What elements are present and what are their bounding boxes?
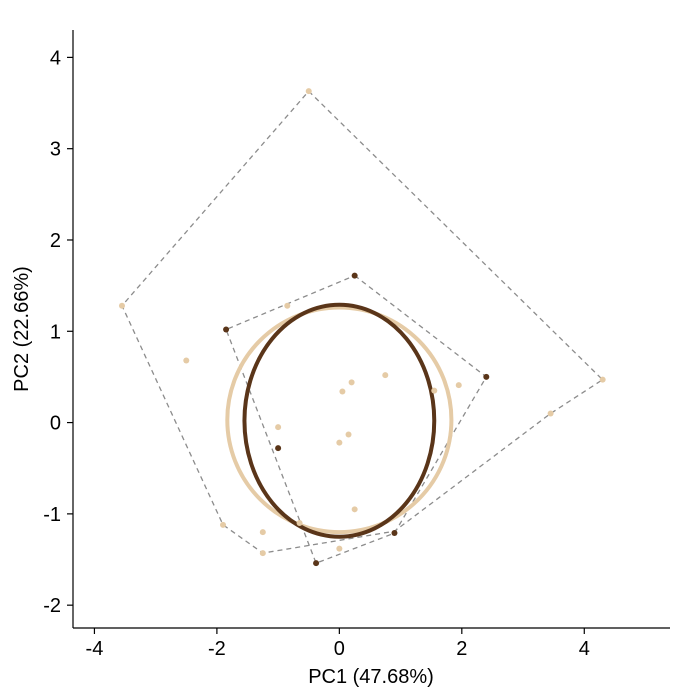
confidence-ellipse-1 [242,302,437,539]
data-point-1-3 [275,445,282,452]
data-point-1-2 [483,373,490,380]
confidence-ellipse-0 [225,305,454,535]
y-tick-label: 4 [50,47,61,69]
data-point-0-14 [351,506,358,513]
x-tick-label: 0 [334,638,345,660]
points-layer [118,88,606,567]
data-point-0-3 [183,357,190,364]
data-point-0-15 [296,520,303,527]
y-tick-label: 3 [50,139,61,161]
y-ticks: -2 -1 0 1 2 3 4 [43,47,73,617]
data-point-0-13 [336,439,343,446]
y-tick-label: -1 [43,504,61,526]
y-tick-label: -2 [43,595,61,617]
data-point-0-1 [118,302,125,309]
hulls-layer [121,90,604,565]
y-tick-label: 1 [50,321,61,343]
x-ticks: -4 -2 0 2 4 [86,628,590,660]
data-point-0-18 [259,550,266,557]
data-point-0-5 [382,372,389,379]
data-point-0-0 [305,88,312,95]
data-point-0-11 [275,424,282,431]
hull-polygon-0 [121,90,604,554]
x-tick-label: -4 [86,638,104,660]
data-point-0-4 [284,302,291,309]
data-point-0-8 [455,382,462,389]
data-point-0-12 [345,431,352,438]
y-axis-title: PC2 (22.66%) [11,266,33,392]
data-point-0-2 [599,376,606,383]
x-axis-title: PC1 (47.68%) [308,666,434,688]
data-point-0-9 [431,387,438,394]
x-tick-label: -2 [208,638,226,660]
data-point-0-17 [220,521,227,528]
data-point-1-5 [313,560,320,567]
hull-polygon-1 [225,274,488,565]
data-point-1-4 [391,530,398,537]
data-point-1-1 [223,326,230,333]
data-point-0-10 [547,410,554,417]
y-tick-label: 0 [50,413,61,435]
x-tick-label: 2 [456,638,467,660]
data-point-0-19 [336,545,343,552]
data-point-0-6 [348,379,355,386]
y-tick-label: 2 [50,230,61,252]
x-tick-label: 4 [579,638,590,660]
data-point-0-16 [259,529,266,536]
ellipses-layer [225,302,454,539]
data-point-1-0 [351,272,358,279]
data-point-0-7 [339,388,346,395]
